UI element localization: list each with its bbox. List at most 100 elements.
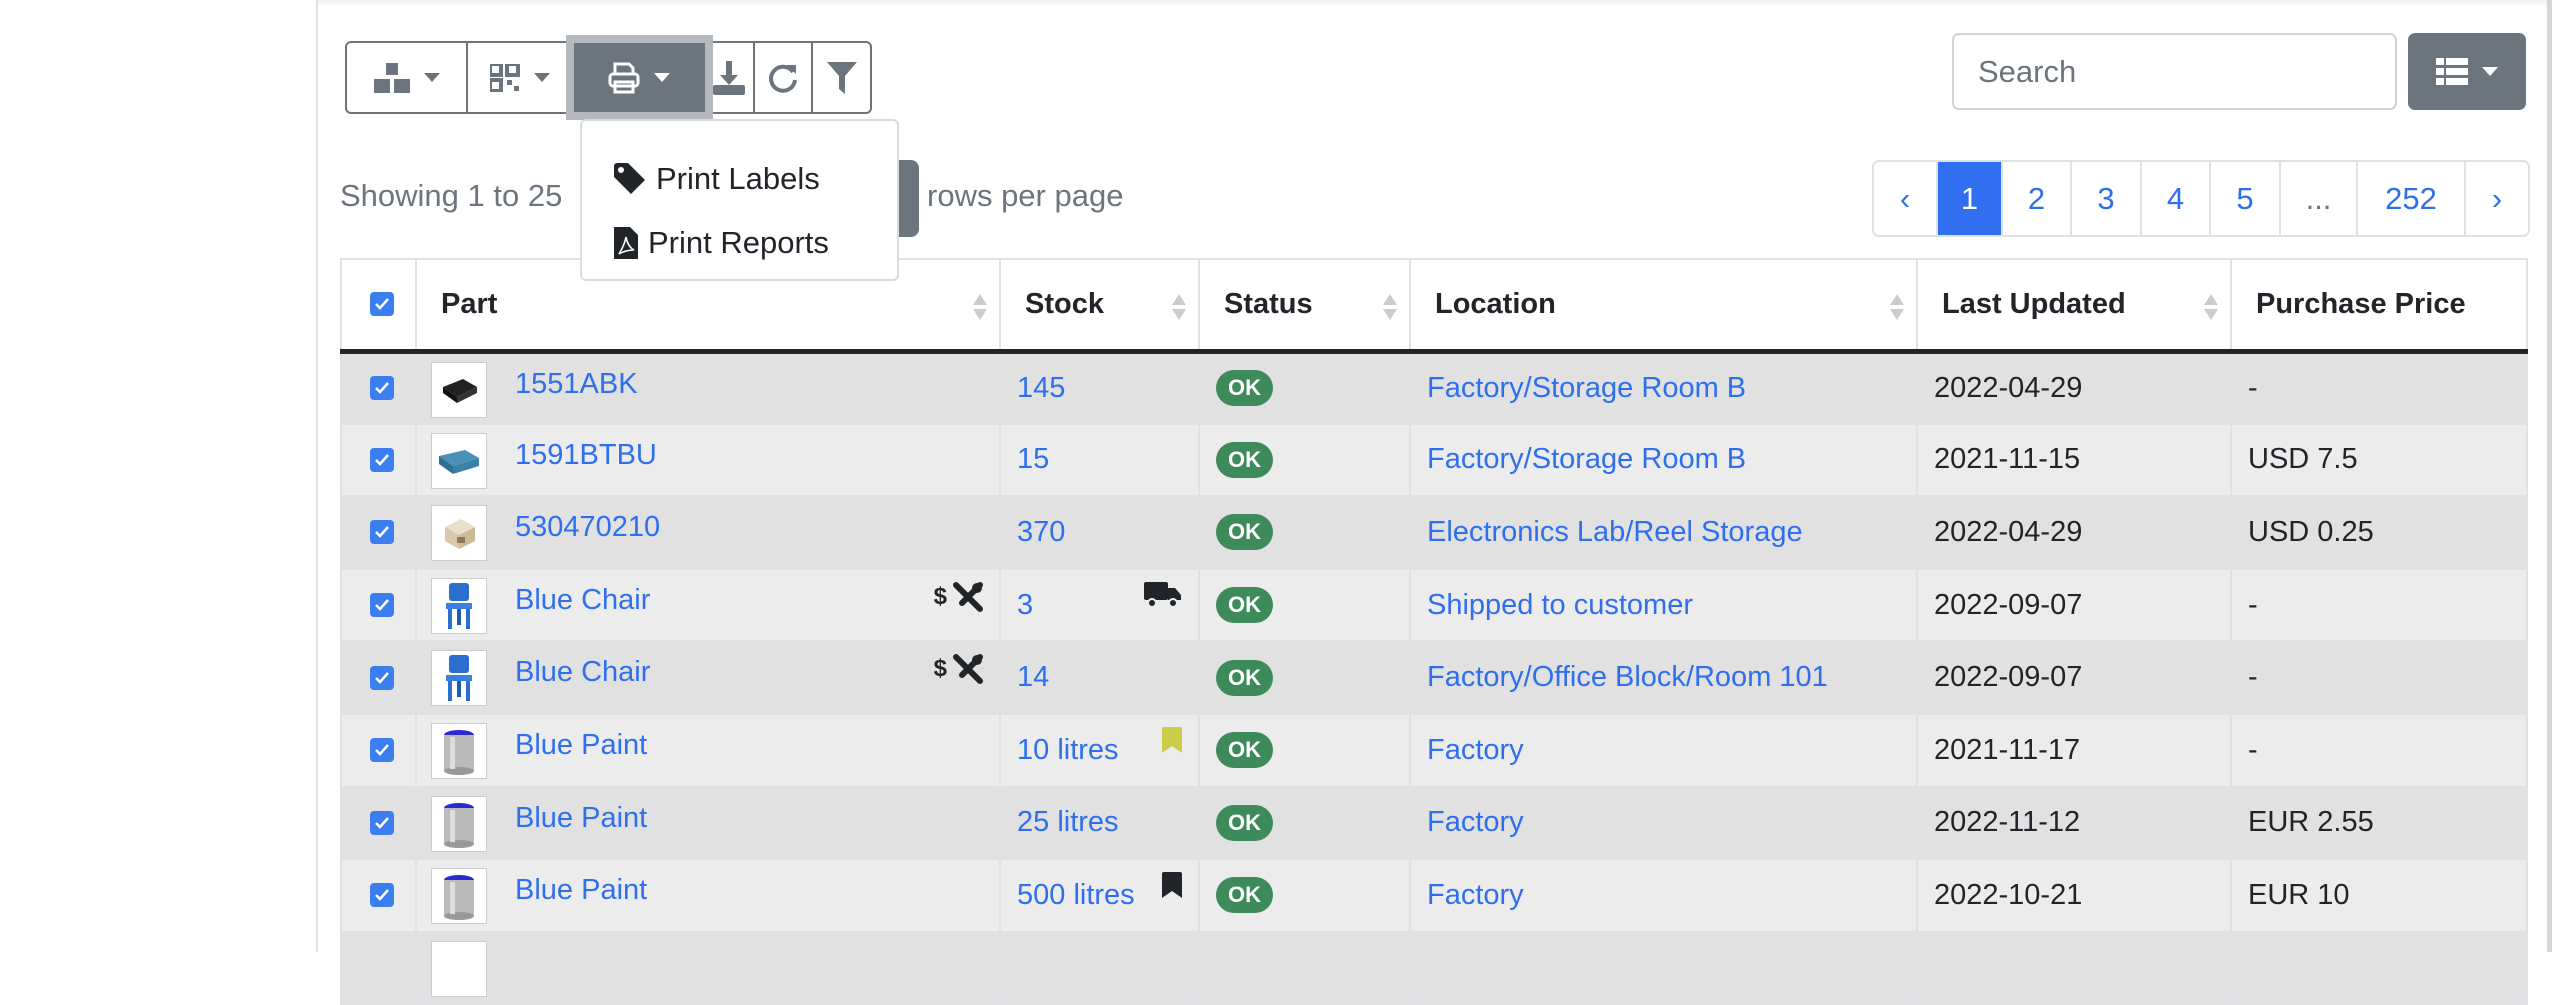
part-thumbnail[interactable] [431, 432, 487, 489]
part-link[interactable]: Blue Chair [515, 656, 651, 689]
stock-link[interactable]: 15 [1017, 443, 1050, 476]
location-link[interactable]: Factory/Storage Room B [1427, 371, 1747, 404]
stock-cell: 25 litres [999, 785, 1200, 861]
stock-actions-button[interactable] [347, 43, 468, 112]
row-checkbox[interactable] [370, 447, 394, 472]
purchase-price-cell: USD 7.5 [2230, 422, 2528, 498]
row-checkbox[interactable] [370, 376, 394, 401]
location-link[interactable]: Factory/Office Block/Room 101 [1427, 661, 1828, 694]
part-thumbnail[interactable] [431, 505, 487, 562]
status-cell: OK [1198, 495, 1411, 570]
part-link[interactable]: Blue Paint [515, 728, 648, 761]
stock-link[interactable]: 14 [1017, 661, 1050, 694]
stock-link[interactable]: 10 litres [1017, 733, 1119, 766]
part-thumbnail[interactable] [431, 940, 487, 997]
part-thumbnail[interactable] [431, 361, 487, 418]
part-link[interactable]: 1591BTBU [515, 438, 657, 471]
purchase-price-cell: - [2230, 350, 2528, 425]
header-location[interactable]: Location [1409, 258, 1918, 354]
header-purchase-price[interactable]: Purchase Price [2230, 258, 2528, 354]
location-cell: Factory/Office Block/Room 101 [1409, 640, 1918, 715]
page-prev[interactable]: ‹ [1874, 162, 1938, 235]
header-status[interactable]: Status [1198, 258, 1411, 354]
refresh-button[interactable] [755, 43, 813, 112]
part-link[interactable]: Blue Paint [515, 801, 648, 834]
stock-flag [1144, 581, 1182, 608]
part-thumbnail[interactable] [431, 650, 487, 707]
status-badge: OK [1216, 877, 1273, 914]
select-all-checkbox[interactable] [370, 292, 394, 317]
location-link[interactable]: Factory [1427, 806, 1524, 839]
print-reports-label: Print Reports [648, 225, 829, 260]
row-select-cell [340, 712, 417, 788]
page-5[interactable]: 5 [2211, 162, 2281, 235]
purchase-price-cell: - [2230, 712, 2528, 788]
caret-down-icon [2482, 67, 2498, 76]
barcode-actions-button[interactable] [468, 43, 574, 112]
status-badge: OK [1216, 441, 1273, 478]
row-select-cell [340, 785, 417, 861]
tag-icon [614, 163, 645, 194]
row-checkbox[interactable] [370, 883, 394, 908]
page-next[interactable]: › [2491, 180, 2503, 216]
part-link[interactable]: 530470210 [515, 511, 661, 544]
row-checkbox[interactable] [370, 738, 394, 763]
stock-link[interactable]: 370 [1017, 515, 1066, 548]
search-input[interactable] [1952, 33, 2397, 110]
table-row[interactable]: Blue Chair $3 OK Shipped to customer 2022-09… [340, 567, 2528, 643]
row-checkbox[interactable] [370, 665, 394, 690]
download-button[interactable] [705, 43, 755, 112]
print-labels-menu-item[interactable]: Print Labels [582, 147, 897, 211]
page-3[interactable]: 3 [2072, 162, 2142, 235]
stock-link[interactable]: 25 litres [1017, 806, 1119, 839]
row-select-cell [340, 930, 417, 1005]
location-link[interactable]: Factory [1427, 733, 1524, 766]
table-row[interactable]: Blue Paint 500 litres OK Factory 2022-10-21 E… [340, 858, 2528, 933]
page-2[interactable]: 2 [2003, 162, 2072, 235]
row-checkbox[interactable] [370, 520, 394, 545]
part-link[interactable]: 1551ABK [515, 367, 638, 400]
location-link[interactable]: Factory/Storage Room B [1427, 443, 1747, 476]
location-link[interactable]: Electronics Lab/Reel Storage [1427, 515, 1803, 548]
last-updated-cell: 2022-11-12 [1916, 785, 2232, 861]
part-thumbnail[interactable] [431, 795, 487, 852]
purchase-price-cell: - [2230, 567, 2528, 643]
filter-button[interactable] [813, 43, 870, 112]
table-row[interactable] [340, 930, 2528, 1005]
print-button[interactable] [566, 35, 713, 120]
table-toolbar [345, 35, 872, 120]
table-row[interactable]: 530470210 370 OK Electronics Lab/Reel Stora… [340, 495, 2528, 570]
table-row[interactable]: 1551ABK 145 OK Factory/Storage Room B 2022-0… [340, 350, 2528, 425]
part-link[interactable]: Blue Chair [515, 583, 651, 616]
part-thumbnail[interactable] [431, 722, 487, 779]
header-label: Location [1435, 287, 1556, 320]
status-cell: OK [1198, 785, 1411, 861]
part-thumbnail[interactable] [431, 577, 487, 634]
header-last-updated[interactable]: Last Updated [1916, 258, 2232, 354]
scrollbar[interactable] [2547, 0, 2552, 952]
header-label: Last Updated [1942, 287, 2126, 320]
part-thumbnail[interactable] [431, 868, 487, 925]
row-checkbox[interactable] [370, 593, 394, 618]
stock-link[interactable]: 145 [1017, 371, 1066, 404]
stock-link[interactable]: 500 litres [1017, 878, 1135, 911]
sort-icon [2204, 294, 2218, 320]
page-1[interactable]: 1 [1938, 162, 2003, 235]
stock-link[interactable]: 3 [1017, 588, 1034, 621]
refresh-icon [769, 64, 797, 93]
stock-cell: 15 [999, 422, 1200, 498]
table-row[interactable]: Blue Chair $14 OK Factory/Office Block/Room… [340, 640, 2528, 715]
table-row[interactable]: Blue Paint 25 litres OK Factory 2022-11-12 EU… [340, 785, 2528, 861]
columns-toggle-button[interactable] [2408, 33, 2526, 110]
table-row[interactable]: Blue Paint 10 litres OK Factory 2021-11-17- [340, 712, 2528, 788]
location-link[interactable]: Factory [1427, 878, 1524, 911]
row-checkbox[interactable] [370, 810, 394, 835]
location-link[interactable]: Shipped to customer [1427, 588, 1693, 621]
table-row[interactable]: 1591BTBU 15 OK Factory/Storage Room B 2021-1… [340, 422, 2528, 498]
page-252[interactable]: 252 [2358, 162, 2466, 235]
print-reports-menu-item[interactable]: Print Reports [582, 211, 897, 275]
part-link[interactable]: Blue Paint [515, 874, 648, 907]
status-cell: OK [1198, 712, 1411, 788]
header-stock[interactable]: Stock [999, 258, 1200, 354]
page-4[interactable]: 4 [2142, 162, 2211, 235]
